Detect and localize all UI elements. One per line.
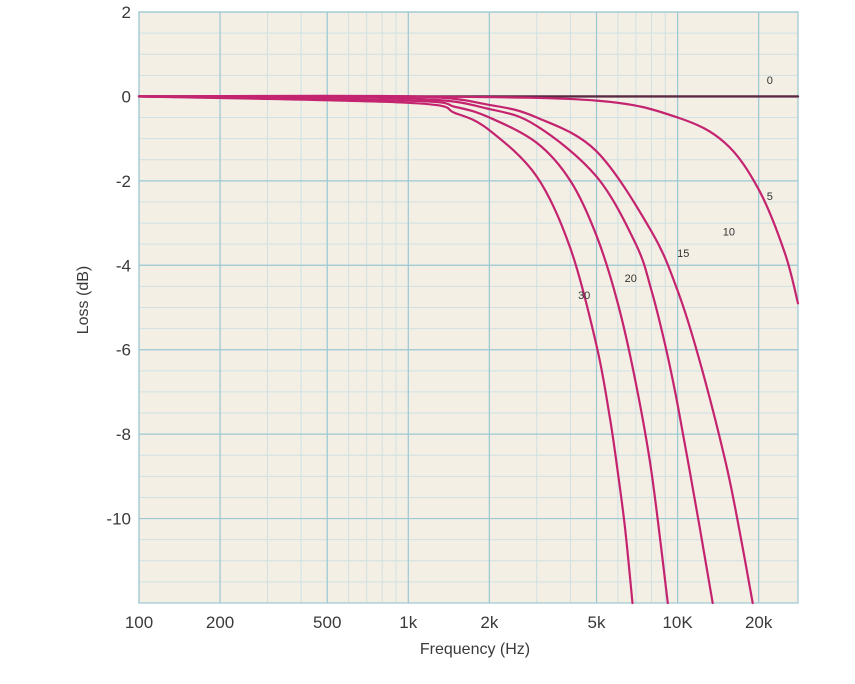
x-tick-label: 500 [313, 613, 341, 632]
y-tick-labels: 2 0 -2 -4 -6 -8 -10 [106, 3, 131, 529]
y-tick-label: 2 [122, 3, 131, 22]
curve-label-5: 5 [767, 191, 773, 203]
x-tick-labels: 100 200 500 1k 2k 5k 10K 20k [125, 613, 773, 632]
x-tick-label: 200 [206, 613, 234, 632]
x-tick-label: 2k [480, 613, 498, 632]
curve-30 [137, 95, 634, 605]
y-tick-label: -8 [116, 425, 131, 444]
curve-20 [137, 95, 669, 605]
x-tick-label: 5k [588, 613, 606, 632]
curve-label-15: 15 [677, 248, 689, 260]
major-grid [138, 11, 799, 604]
curve-15 [137, 95, 714, 605]
x-tick-label: 10K [662, 613, 693, 632]
curve-label-0: 0 [767, 75, 773, 87]
curve-label-20: 20 [625, 273, 637, 285]
y-tick-label: -4 [116, 256, 131, 275]
x-tick-label: 100 [125, 613, 153, 632]
curve-label-10: 10 [723, 227, 735, 239]
curve-10 [137, 94, 754, 605]
y-tick-label: 0 [122, 87, 131, 106]
y-tick-label: -2 [116, 172, 131, 191]
y-tick-label: -6 [116, 341, 131, 360]
loss-curves [137, 94, 800, 605]
x-tick-label: 20k [745, 613, 773, 632]
x-tick-label: 1k [399, 613, 417, 632]
y-tick-label: -10 [106, 510, 131, 529]
curve-label-30: 30 [578, 290, 590, 302]
y-axis-title: Loss (dB) [75, 266, 92, 334]
x-axis-title: Frequency (Hz) [420, 641, 530, 658]
curve-labels: 0 5 10 15 20 30 [578, 75, 773, 302]
plot-frame [138, 11, 799, 604]
